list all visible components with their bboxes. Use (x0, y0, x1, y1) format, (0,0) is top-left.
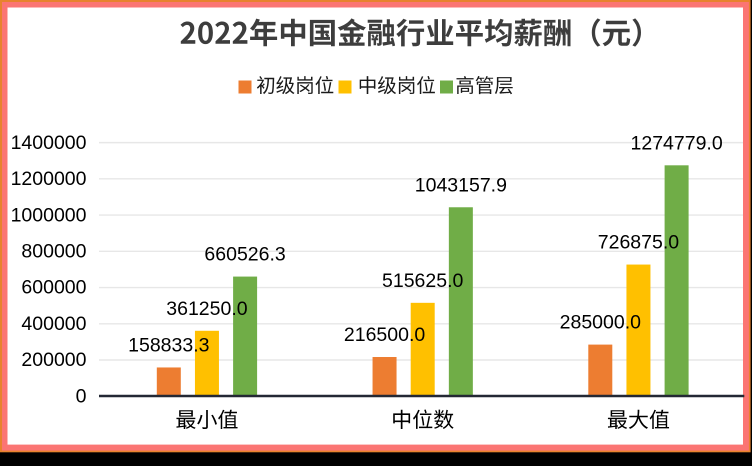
svg-text:158833.3: 158833.3 (128, 334, 209, 356)
svg-text:1274779.0: 1274779.0 (631, 132, 723, 154)
svg-text:216500.0: 216500.0 (344, 324, 425, 346)
svg-text:600000: 600000 (21, 277, 86, 299)
svg-text:200000: 200000 (21, 349, 86, 371)
svg-text:1000000: 1000000 (11, 204, 87, 226)
svg-text:1043157.9: 1043157.9 (415, 174, 507, 196)
svg-text:800000: 800000 (21, 241, 86, 263)
svg-text:1400000: 1400000 (11, 132, 87, 154)
svg-text:1200000: 1200000 (11, 168, 87, 190)
svg-text:0: 0 (76, 385, 87, 407)
svg-text:515625.0: 515625.0 (382, 270, 463, 292)
svg-text:361250.0: 361250.0 (166, 298, 247, 320)
svg-text:660526.3: 660526.3 (204, 244, 285, 266)
svg-text:400000: 400000 (21, 313, 86, 335)
svg-text:285000.0: 285000.0 (560, 312, 641, 334)
svg-text:726875.0: 726875.0 (598, 232, 679, 254)
